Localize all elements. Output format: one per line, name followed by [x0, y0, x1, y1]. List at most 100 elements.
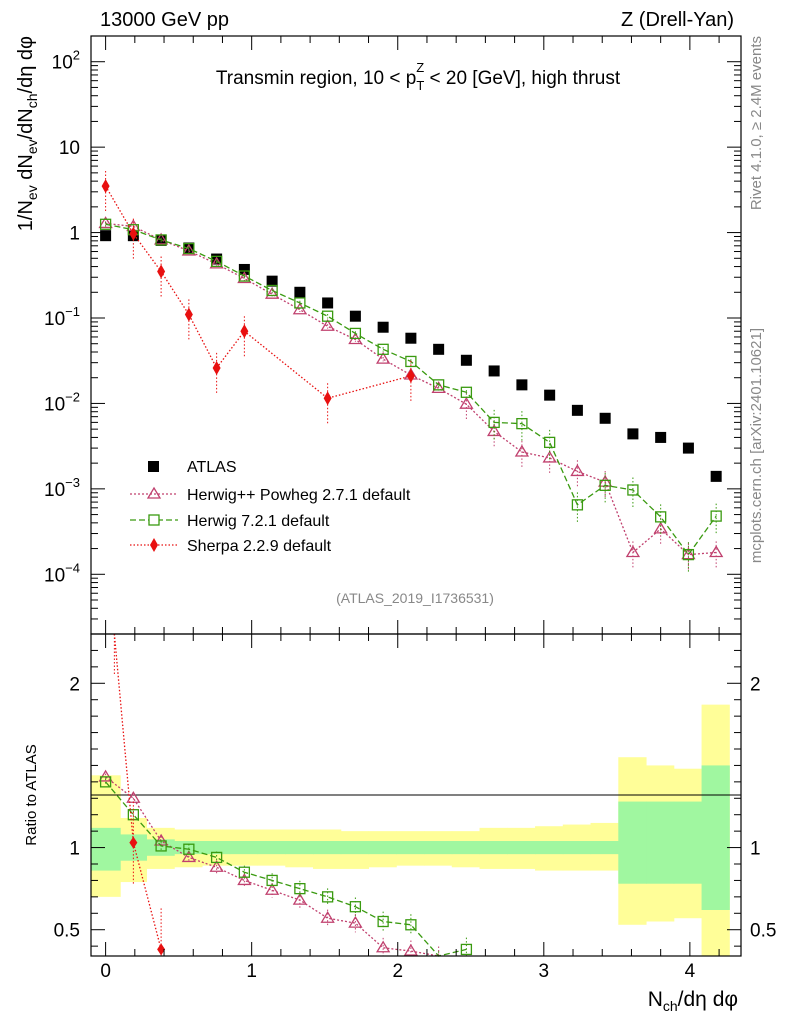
data-point-atlas — [516, 379, 528, 391]
data-point-atlas — [377, 321, 389, 333]
band-inner-bin — [257, 841, 286, 855]
data-point-atlas — [322, 297, 334, 309]
data-point-herwigpp — [320, 319, 335, 331]
data-point-herwig7 — [516, 417, 528, 430]
legend-entry-herwig7: Herwig 7.2.1 default — [130, 513, 330, 530]
ratio-point-herwigpp — [209, 860, 224, 872]
x-tick-label: 3 — [539, 961, 550, 982]
ratio-point-sherpa — [129, 836, 138, 849]
ratio-plot-area — [98, 633, 473, 957]
data-point-atlas — [488, 365, 500, 377]
band-inner-bin — [451, 841, 481, 855]
legend-marker-sherpa — [150, 538, 158, 552]
legend-marker-herwig7 — [148, 514, 160, 526]
x-tick-label: 0 — [100, 961, 111, 982]
data-point-herwigpp — [514, 444, 530, 457]
ratio-point-herwigpp — [237, 873, 252, 886]
data-point-atlas — [599, 412, 611, 424]
ratio-point-herwig7 — [377, 915, 389, 928]
band-inner-bin — [91, 827, 121, 871]
ratio-point-sherpa — [157, 943, 166, 956]
data-point-sherpa — [240, 324, 249, 339]
data-point-atlas — [710, 470, 722, 482]
data-point-herwig7 — [210, 255, 223, 268]
band-inner-bin — [146, 839, 175, 856]
header-right: Z (Drell-Yan) — [621, 9, 734, 31]
ratio-panel: 0.5 0.5 1 1 2 2 0 1 2 3 4 Ratio to ATLAS Nch/dη dφ — [23, 633, 776, 1014]
ratio-point-herwigpp — [181, 850, 197, 863]
legend-label-herwigpp: Herwig++ Powheg 2.7.1 default — [187, 487, 411, 504]
legend-entry-atlas: ATLAS — [148, 459, 237, 476]
data-point-herwig7 — [238, 270, 251, 282]
ratio-line — [113, 633, 162, 950]
data-point-herwigpp — [653, 521, 668, 534]
x-tick-label: 2 — [392, 961, 403, 982]
mcplots-label: mcplots.cern.ch [arXiv:2401.10621] — [748, 328, 765, 563]
data-point-atlas — [294, 286, 306, 298]
data-point-herwig7 — [599, 479, 611, 491]
main-plot-area — [98, 171, 724, 574]
data-point-herwigpp — [237, 271, 252, 284]
band-inner-bin — [507, 841, 536, 855]
data-point-herwigpp — [431, 381, 446, 394]
ratio-y-tick-label-left: 0.5 — [54, 921, 80, 942]
data-point-sherpa — [184, 307, 193, 322]
band-inner-bin — [313, 841, 342, 855]
data-point-herwig7 — [682, 548, 695, 561]
ratio-y-tick-label-right: 1 — [750, 839, 761, 860]
data-point-herwigpp — [375, 351, 391, 364]
band-inner-bin — [340, 841, 370, 855]
ratio-point-herwig7 — [266, 874, 278, 887]
data-point-herwig7 — [183, 242, 195, 255]
data-point-sherpa — [101, 179, 110, 194]
data-point-sherpa — [129, 226, 138, 241]
y-tick-label: 1 — [69, 224, 80, 245]
ratio-point-herwig7 — [155, 840, 167, 852]
data-point-herwig7 — [405, 355, 417, 368]
data-point-herwigpp — [542, 450, 557, 463]
legend-label-herwig7: Herwig 7.2.1 default — [187, 513, 330, 530]
data-point-herwigpp — [570, 464, 585, 477]
band-inner-bin — [424, 841, 453, 855]
ratio-point-herwigpp — [320, 910, 335, 923]
rivet-label: Rivet 4.1.0, ≥ 2.4M events — [748, 36, 765, 210]
ratio-y-tick-label-right: 0.5 — [750, 921, 776, 942]
data-point-herwig7 — [432, 379, 445, 391]
data-point-atlas — [349, 310, 361, 322]
band-inner-bin — [479, 841, 508, 855]
analysis-watermark: (ATLAS_2019_I1736531) — [336, 590, 494, 606]
band-inner-bin — [701, 765, 730, 910]
header-left: 13000 GeV pp — [100, 9, 229, 31]
data-point-herwig7 — [155, 234, 167, 246]
x-tick-label: 4 — [685, 961, 696, 982]
ratio-frame — [90, 633, 742, 957]
data-point-herwigpp — [709, 545, 724, 558]
ratio-point-herwigpp — [375, 940, 391, 953]
data-point-herwig7 — [266, 284, 278, 297]
data-point-herwig7 — [544, 436, 556, 449]
y-axis-label: 1/Nev dNev/dNch/dη dφ — [15, 36, 40, 231]
band-inner-bin — [618, 801, 647, 884]
data-point-atlas — [544, 389, 556, 401]
data-point-herwig7 — [571, 499, 584, 511]
legend-marker-atlas — [148, 461, 159, 472]
x-axis-label: Nch/dη dφ — [648, 988, 738, 1014]
ratio-point-herwig7 — [99, 776, 112, 788]
data-point-herwig7 — [710, 510, 722, 522]
data-point-herwig7 — [99, 218, 112, 230]
y-tick-label: 10−3 — [44, 475, 80, 501]
legend-label-sherpa: Sherpa 2.2.9 default — [187, 538, 332, 555]
ratio-point-herwig7 — [349, 901, 362, 913]
ratio-axis-ticks: 0.5 0.5 1 1 2 2 0 1 2 3 4 — [54, 634, 776, 982]
band-inner-bin — [646, 801, 675, 884]
ratio-point-herwig7 — [183, 843, 195, 855]
legend-entry-sherpa: Sherpa 2.2.9 default — [130, 538, 332, 555]
series-line — [105, 222, 717, 556]
band-inner-bin — [562, 841, 592, 855]
ratio-point-herwigpp — [292, 892, 308, 905]
legend-entry-herwigpp: Herwig++ Powheg 2.7.1 default — [130, 486, 411, 504]
ratio-y-label: Ratio to ATLAS — [23, 744, 40, 845]
ratio-point-herwigpp — [348, 915, 363, 928]
ratio-point-herwig7 — [294, 882, 306, 895]
